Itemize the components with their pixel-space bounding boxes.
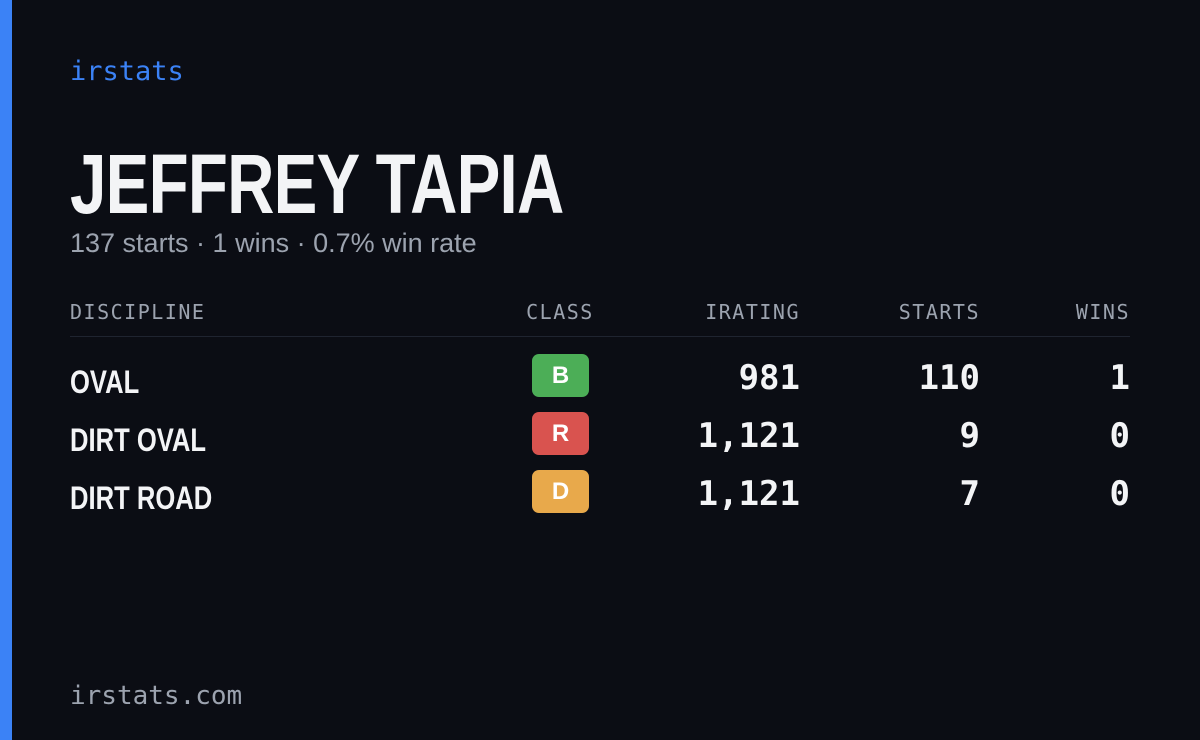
brand: irstats: [70, 56, 184, 87]
wins: 0: [1109, 474, 1130, 514]
class-badge: B: [532, 354, 589, 397]
accent-bar: [0, 0, 12, 740]
divider: [70, 336, 1130, 337]
header-cell: DISCIPLINE: [70, 300, 206, 324]
starts: 110: [918, 358, 980, 398]
wins: 1: [1109, 358, 1130, 398]
discipline: DIRT ROAD: [70, 480, 213, 516]
starts: 9: [959, 416, 980, 456]
class-badge: D: [532, 470, 589, 513]
irating: 981: [738, 358, 800, 398]
discipline: OVAL: [70, 364, 140, 400]
irating: 1,121: [697, 474, 800, 514]
driver-name: JEFFREY TAPIA: [70, 137, 564, 231]
discipline: DIRT OVAL: [70, 422, 207, 458]
wins: 0: [1109, 416, 1130, 456]
header-cell: CLASS: [526, 300, 594, 324]
footer: irstats.com: [70, 681, 243, 711]
irating: 1,121: [697, 416, 800, 456]
class-badge: R: [532, 412, 589, 455]
header-cell: STARTS: [898, 300, 980, 324]
header-cell: WINS: [1075, 300, 1130, 324]
driver-summary: 137 starts · 1 wins · 0.7% win rate: [70, 228, 477, 258]
starts: 7: [959, 474, 980, 514]
header-cell: IRATING: [705, 300, 800, 324]
